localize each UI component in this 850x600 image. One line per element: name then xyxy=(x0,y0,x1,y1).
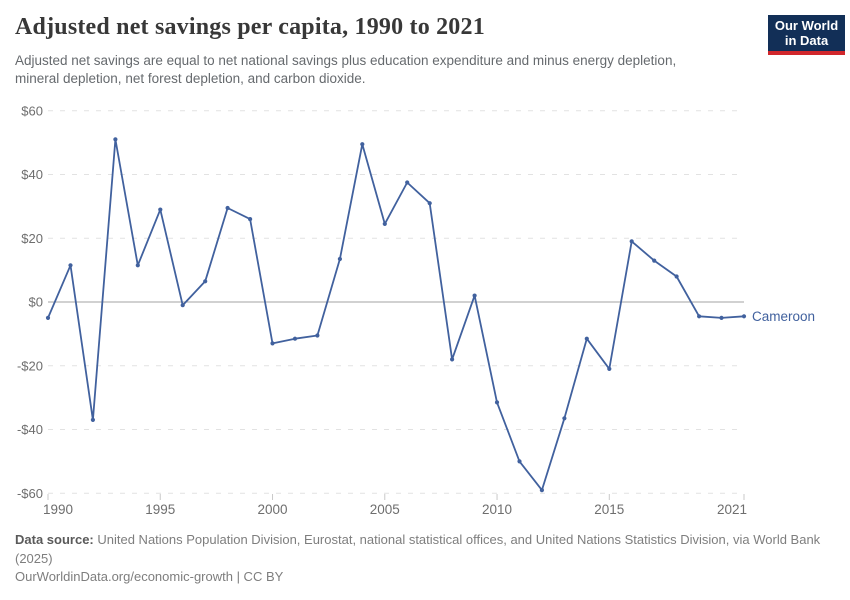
data-point xyxy=(652,258,657,263)
data-point xyxy=(337,256,342,262)
x-axis-label: 2000 xyxy=(257,502,287,517)
x-axis-label: 1995 xyxy=(145,502,175,517)
y-axis-label: $60 xyxy=(21,103,43,118)
data-point xyxy=(158,207,163,212)
data-point xyxy=(180,303,185,308)
series-points xyxy=(45,137,747,493)
data-point xyxy=(382,221,387,226)
data-point xyxy=(225,205,230,211)
data-point xyxy=(427,201,432,206)
x-axis-label: 2021 xyxy=(717,502,747,517)
data-point xyxy=(135,263,140,268)
y-axis-label: -$40 xyxy=(17,422,43,437)
data-point xyxy=(248,217,253,222)
owid-logo-text-line-2: in Data xyxy=(784,33,829,48)
subtitle-line-1: Adjusted net savings are equal to net na… xyxy=(15,53,677,68)
data-point xyxy=(584,336,589,341)
data-point xyxy=(674,274,679,279)
owid-logo-text-line-1: Our World xyxy=(774,18,839,33)
data-point xyxy=(90,417,95,422)
data-point xyxy=(697,314,702,319)
data-point xyxy=(741,314,747,319)
data-source-label: Data source: xyxy=(15,532,94,547)
data-point xyxy=(450,357,455,362)
data-point xyxy=(562,416,567,421)
data-source-text: United Nations Population Division, Euro… xyxy=(15,532,821,566)
data-point xyxy=(405,180,410,185)
owid-logo: Our World in Data xyxy=(768,15,845,55)
data-point xyxy=(472,293,477,298)
subtitle-line-2: mineral depletion, net forest depletion,… xyxy=(15,71,366,86)
data-point xyxy=(203,279,208,284)
chart-subtitle: Adjusted net savings are equal to net na… xyxy=(15,52,676,88)
x-axis-label: 2010 xyxy=(482,502,512,517)
data-point xyxy=(719,315,724,320)
data-point xyxy=(629,239,634,244)
data-point xyxy=(113,137,118,142)
x-axis: 1990 1995 2000 2005 2010 2015 2021 xyxy=(43,494,747,517)
y-axis-label: -$20 xyxy=(17,358,43,373)
y-axis-labels: $60 $40 $20 $0 -$20 -$40 -$60 xyxy=(17,103,43,501)
data-point xyxy=(292,336,298,341)
citation-line: OurWorldinData.org/economic-growth | CC … xyxy=(15,569,284,584)
y-axis-label: $40 xyxy=(21,167,43,182)
x-axis-label: 1990 xyxy=(43,502,73,517)
data-point xyxy=(494,400,500,405)
data-point xyxy=(315,333,320,338)
data-point xyxy=(45,315,51,320)
data-point xyxy=(517,459,522,464)
series-end-label: Cameroon xyxy=(752,309,815,324)
page-title: Adjusted net savings per capita, 1990 to… xyxy=(15,14,485,40)
chart-footer: Data source: United Nations Population D… xyxy=(15,531,839,587)
x-axis-label: 2015 xyxy=(594,502,624,517)
y-axis-label: $0 xyxy=(29,295,43,310)
y-gridlines xyxy=(48,110,744,494)
data-point xyxy=(539,488,545,493)
data-point xyxy=(68,263,73,268)
series-line-cameroon xyxy=(47,138,745,491)
y-axis-label: -$60 xyxy=(17,486,43,501)
data-point xyxy=(607,366,612,371)
data-source-note: Data source: United Nations Population D… xyxy=(15,531,839,568)
x-axis-label: 2005 xyxy=(370,502,400,517)
data-point xyxy=(270,341,275,346)
data-point xyxy=(360,142,365,147)
y-axis-label: $20 xyxy=(21,231,43,246)
